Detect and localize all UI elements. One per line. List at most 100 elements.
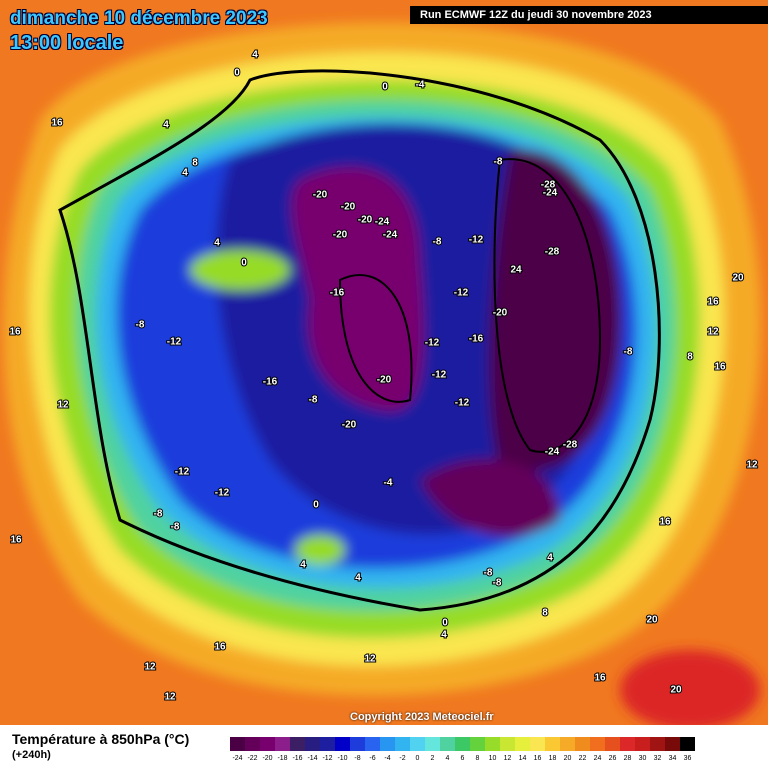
- legend-tick: -10: [337, 755, 347, 762]
- legend-tick: 36: [684, 755, 692, 762]
- legend-swatch: [320, 737, 335, 751]
- legend-swatch: [485, 737, 500, 751]
- legend-swatch: [365, 737, 380, 751]
- map-label: 8: [687, 352, 693, 363]
- legend-swatch: [575, 737, 590, 751]
- legend-swatch: [470, 737, 485, 751]
- legend-swatch: [515, 737, 530, 751]
- legend-swatch: [230, 737, 245, 751]
- legend-swatch: [380, 737, 395, 751]
- legend-tick: -6: [369, 755, 375, 762]
- map-label: -24: [383, 230, 398, 241]
- footer: Température à 850hPa (°C) (+240h) -24 -22…: [0, 725, 768, 768]
- legend-swatch: [590, 737, 605, 751]
- legend-swatch: [605, 737, 620, 751]
- legend-tick: -2: [399, 755, 405, 762]
- legend-tick: -14: [307, 755, 317, 762]
- map-label: 20: [732, 273, 744, 284]
- map-label: 4: [214, 238, 220, 249]
- legend-swatch: [425, 737, 440, 751]
- map: 400 -416 484-20-20-20 -24-20 -24-8-28-24-8 -1…: [0, 0, 768, 725]
- legend-tick: 2: [431, 755, 435, 762]
- map-label: 16: [214, 642, 226, 653]
- legend-swatch: [305, 737, 320, 751]
- run-info: Run ECMWF 12Z du jeudi 30 novembre 2023: [410, 6, 768, 24]
- legend-swatch: [275, 737, 290, 751]
- legend-swatch: [665, 737, 680, 751]
- map-label: -8: [136, 320, 145, 331]
- map-label: 12: [144, 662, 156, 673]
- legend-swatch: [500, 737, 515, 751]
- map-label: -16: [330, 288, 345, 299]
- legend-tick: -4: [384, 755, 390, 762]
- map-label: -20: [333, 230, 348, 241]
- legend-tick: 28: [624, 755, 632, 762]
- map-label: -8: [154, 509, 163, 520]
- legend-tick: 12: [504, 755, 512, 762]
- map-label: -12: [469, 235, 484, 246]
- map-label: -12: [454, 288, 469, 299]
- legend-swatch: [410, 737, 425, 751]
- legend-swatch: [635, 737, 650, 751]
- legend-swatch: [290, 737, 305, 751]
- map-label: -20: [313, 190, 328, 201]
- map-label: 0: [382, 82, 388, 93]
- map-label: 20: [646, 615, 658, 626]
- map-label: 4: [441, 630, 447, 641]
- copyright: Copyright 2023 Meteociel.fr: [350, 711, 494, 723]
- map-label: 4: [182, 168, 188, 179]
- map-label: -12: [215, 488, 230, 499]
- map-label: 4: [300, 560, 306, 571]
- map-label: -12: [425, 338, 440, 349]
- legend-tick: 14: [519, 755, 527, 762]
- map-label: -8: [309, 395, 318, 406]
- map-label: 4: [163, 120, 169, 131]
- map-label: -8: [484, 568, 493, 579]
- map-label: -28: [563, 440, 578, 451]
- legend-swatch: [620, 737, 635, 751]
- map-label: 12: [746, 460, 758, 471]
- map-label: 16: [659, 517, 671, 528]
- footer-title: Température à 850hPa (°C): [12, 731, 190, 747]
- map-label: 12: [164, 692, 176, 703]
- date: dimanche 10 décembre 2023: [10, 8, 268, 29]
- map-label: -8: [433, 237, 442, 248]
- map-label: 16: [9, 327, 21, 338]
- legend-swatch: [455, 737, 470, 751]
- legend-tick: -12: [322, 755, 332, 762]
- map-label: -20: [493, 308, 508, 319]
- legend-swatch: [335, 737, 350, 751]
- legend-tick: 0: [416, 755, 420, 762]
- map-label: -4: [416, 80, 425, 91]
- legend-swatch: [395, 737, 410, 751]
- legend-swatch: [440, 737, 455, 751]
- map-label: 4: [547, 553, 553, 564]
- map-label: -24: [545, 447, 560, 458]
- map-label: -20: [341, 202, 356, 213]
- legend-tick: -20: [262, 755, 272, 762]
- map-label: 20: [670, 685, 682, 696]
- map-label: 0: [442, 618, 448, 629]
- legend-tick: -22: [247, 755, 257, 762]
- map-label: -16: [469, 334, 484, 345]
- legend-tick: 30: [639, 755, 647, 762]
- map-label: 16: [707, 297, 719, 308]
- legend-tick: 22: [579, 755, 587, 762]
- map-label: -8: [171, 522, 180, 533]
- map-label: -28: [541, 180, 556, 191]
- map-label: -24: [375, 217, 390, 228]
- map-label: -20: [342, 420, 357, 431]
- legend-swatch: [560, 737, 575, 751]
- legend-swatch: [245, 737, 260, 751]
- map-label: -28: [545, 247, 560, 258]
- map-label: 4: [355, 573, 361, 584]
- map-label: 4: [252, 50, 258, 61]
- map-label: -8: [624, 347, 633, 358]
- map-label: -12: [175, 467, 190, 478]
- map-label: 24: [510, 265, 522, 276]
- legend-tick: -24: [232, 755, 242, 762]
- map-label: -12: [167, 337, 182, 348]
- legend-tick: 32: [654, 755, 662, 762]
- legend-swatch: [260, 737, 275, 751]
- legend-tick: 6: [461, 755, 465, 762]
